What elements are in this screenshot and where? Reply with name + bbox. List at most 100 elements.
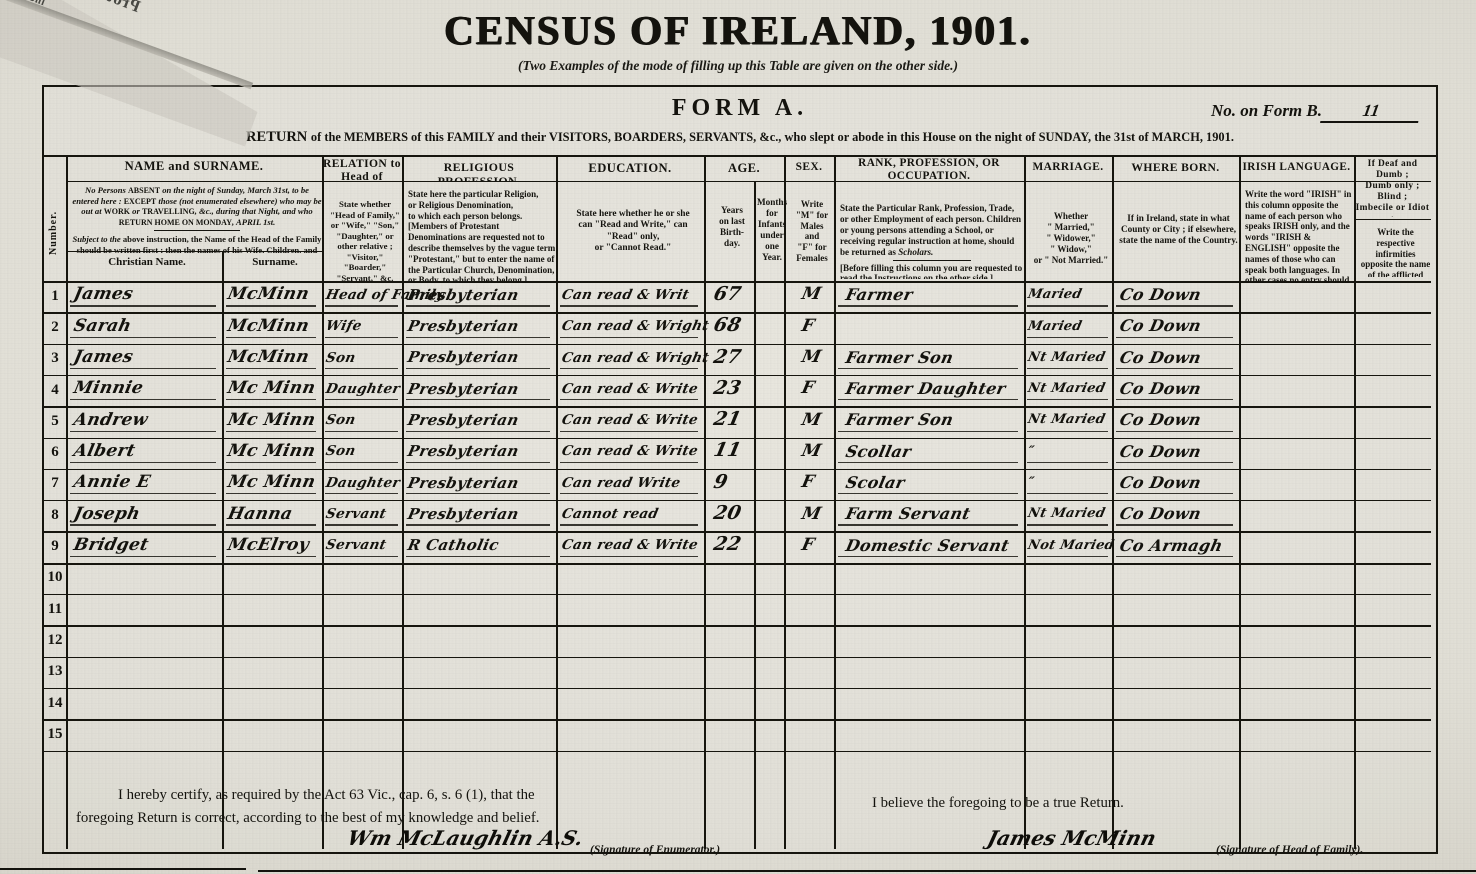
cell-sex[interactable]: M xyxy=(799,284,824,305)
cell-marriage[interactable]: Maried xyxy=(1026,287,1084,303)
cell-education[interactable]: Can read & Write xyxy=(560,380,700,397)
cell-birthplace[interactable]: Co Down xyxy=(1117,316,1204,336)
cell-age-years[interactable]: 22 xyxy=(711,533,744,556)
cell-age-years[interactable]: 11 xyxy=(711,439,744,462)
cell-sex[interactable]: M xyxy=(799,503,824,524)
cell-marriage[interactable]: ″ xyxy=(1026,443,1036,459)
cell-surname[interactable]: Mc Minn xyxy=(225,440,318,461)
cell-surname[interactable]: McMinn xyxy=(225,284,312,305)
cell-birthplace[interactable]: Co Down xyxy=(1117,472,1204,492)
cell-christian-name[interactable]: Minnie xyxy=(71,378,146,399)
handwriting-underline xyxy=(1116,305,1233,307)
cell-age-years[interactable]: 23 xyxy=(711,376,744,399)
cell-religion[interactable]: R Catholic xyxy=(406,536,501,555)
cell-birthplace[interactable]: Co Armagh xyxy=(1117,535,1225,555)
cell-birthplace[interactable]: Co Down xyxy=(1117,410,1204,430)
cell-sex[interactable]: M xyxy=(799,440,824,461)
cell-christian-name[interactable]: Albert xyxy=(71,440,138,461)
cell-religion[interactable]: Presbyterian xyxy=(406,348,521,367)
cell-marriage[interactable]: Nt Maried xyxy=(1026,349,1107,365)
cell-age-years[interactable]: 9 xyxy=(711,470,730,493)
cell-relation[interactable]: Wife xyxy=(324,318,364,335)
cell-christian-name[interactable]: Bridget xyxy=(71,534,151,555)
cell-relation[interactable]: Daughter xyxy=(324,474,402,491)
cell-christian-name[interactable]: Joseph xyxy=(71,503,142,524)
cell-education[interactable]: Can read & Wright xyxy=(560,349,711,366)
cell-birthplace[interactable]: Co Down xyxy=(1117,285,1204,305)
cell-surname[interactable]: Mc Minn xyxy=(225,409,318,430)
cell-religion[interactable]: Presbyterian xyxy=(406,473,521,492)
cell-age-years[interactable]: 21 xyxy=(711,408,744,431)
cell-surname[interactable]: Hanna xyxy=(225,503,295,524)
cell-sex[interactable]: F xyxy=(799,315,817,336)
cell-occupation[interactable]: Farmer Son xyxy=(843,347,956,367)
cell-education[interactable]: Can read & Write xyxy=(560,537,700,554)
cell-christian-name[interactable]: Annie E xyxy=(71,472,153,493)
row-divider xyxy=(44,468,1431,471)
handwriting-underline xyxy=(1027,555,1108,557)
cell-sex[interactable]: F xyxy=(799,534,817,555)
cell-sex[interactable]: M xyxy=(799,347,824,367)
form-b-number[interactable]: 11 xyxy=(1320,101,1422,123)
cell-marriage[interactable]: Maried xyxy=(1026,318,1084,334)
cell-christian-name[interactable]: James xyxy=(71,284,136,305)
cell-age-years[interactable]: 67 xyxy=(711,282,744,305)
cell-education[interactable]: Can read & Write xyxy=(560,412,700,429)
cell-birthplace[interactable]: Co Down xyxy=(1117,441,1204,461)
cell-christian-name[interactable]: Sarah xyxy=(71,315,134,336)
cell-age-years[interactable]: 27 xyxy=(711,345,744,368)
cell-marriage[interactable]: ″ xyxy=(1026,475,1036,491)
cell-marriage[interactable]: Not Maried xyxy=(1026,537,1116,553)
cell-surname[interactable]: Mc Minn xyxy=(225,472,318,493)
cell-age-years[interactable]: 68 xyxy=(711,314,744,337)
cell-education[interactable]: Can read & Writ xyxy=(560,286,691,303)
cell-christian-name[interactable]: James xyxy=(71,347,136,367)
cell-marriage[interactable]: Nt Maried xyxy=(1026,412,1107,428)
cell-occupation[interactable]: Scolar xyxy=(843,472,907,492)
row-number: 8 xyxy=(51,506,59,523)
cell-relation[interactable]: Son xyxy=(324,443,358,460)
cell-relation[interactable]: Son xyxy=(324,349,358,366)
cell-sex[interactable]: F xyxy=(799,378,817,399)
cell-occupation[interactable]: Farmer xyxy=(843,285,915,305)
cell-religion[interactable]: Presbyterian xyxy=(406,317,521,336)
cell-religion[interactable]: Presbyterian xyxy=(406,285,521,304)
cell-education[interactable]: Can read Write xyxy=(560,474,683,491)
cell-marriage[interactable]: Nt Maried xyxy=(1026,381,1107,397)
cell-birthplace[interactable]: Co Down xyxy=(1117,379,1204,399)
cell-religion[interactable]: Presbyterian xyxy=(406,442,521,461)
cell-education[interactable]: Cannot read xyxy=(560,506,660,523)
cell-surname[interactable]: McMinn xyxy=(225,347,312,367)
handwriting-underline xyxy=(1116,524,1233,526)
handwriting-underline xyxy=(560,555,698,557)
cell-education[interactable]: Can read & Wright xyxy=(560,318,711,335)
cell-occupation[interactable]: Farm Servant xyxy=(843,504,973,524)
cell-occupation[interactable]: Scollar xyxy=(843,441,914,461)
cell-religion[interactable]: Presbyterian xyxy=(406,379,521,398)
handwriting-underline xyxy=(325,336,398,338)
cell-occupation[interactable]: Domestic Servant xyxy=(843,535,1012,555)
cell-surname[interactable]: Mc Minn xyxy=(225,378,318,399)
cell-relation[interactable]: Son xyxy=(324,412,358,429)
cell-relation[interactable]: Servant xyxy=(324,506,388,523)
cell-religion[interactable]: Presbyterian xyxy=(406,504,521,523)
cell-sex[interactable]: M xyxy=(799,409,824,430)
cell-surname[interactable]: McElroy xyxy=(225,534,311,555)
cell-marriage[interactable]: Nt Maried xyxy=(1026,506,1107,522)
head-of-family-signature: James McMinn xyxy=(985,826,1159,850)
form-outer-box: FORM A. No. on Form B. 11 RETURN of the M… xyxy=(42,85,1438,854)
cell-relation[interactable]: Daughter xyxy=(324,380,402,397)
cell-birthplace[interactable]: Co Down xyxy=(1117,347,1204,367)
cell-education[interactable]: Can read & Write xyxy=(560,443,700,460)
cell-occupation[interactable]: Farmer Daughter xyxy=(843,379,1008,399)
cell-surname[interactable]: McMinn xyxy=(225,315,312,336)
handwriting-underline xyxy=(406,461,550,464)
cell-birthplace[interactable]: Co Down xyxy=(1117,504,1204,524)
cell-relation[interactable]: Servant xyxy=(324,537,388,554)
cell-sex[interactable]: F xyxy=(799,472,817,493)
row-divider xyxy=(44,687,1431,690)
cell-occupation[interactable]: Farmer Son xyxy=(843,410,956,430)
cell-age-years[interactable]: 20 xyxy=(711,502,744,525)
cell-christian-name[interactable]: Andrew xyxy=(71,409,150,430)
cell-religion[interactable]: Presbyterian xyxy=(406,411,521,430)
